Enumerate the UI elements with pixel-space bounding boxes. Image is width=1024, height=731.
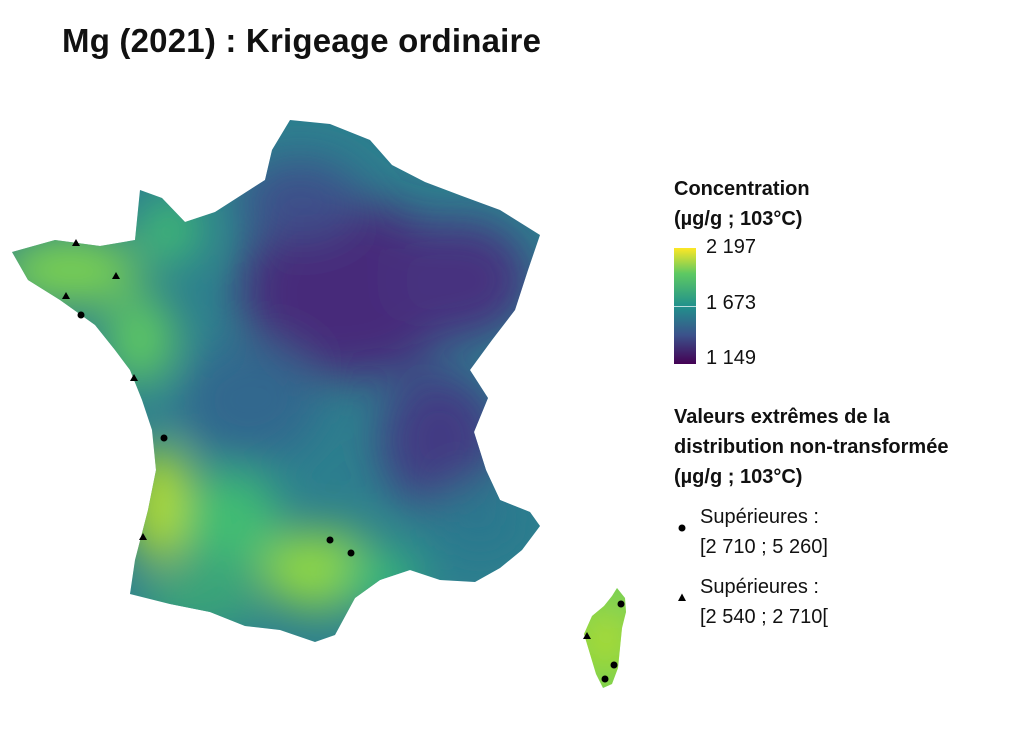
france-map <box>12 120 626 688</box>
triangle-marker <box>583 632 591 639</box>
circle-marker <box>617 600 625 608</box>
france-mainland <box>12 120 540 642</box>
legend-item-range: [2 710 ; 5 260] <box>700 536 828 558</box>
legend-title-line: Concentration <box>674 178 810 200</box>
colorbar-legend: 2 197 1 673 1 149 <box>674 236 1019 372</box>
map-area <box>12 120 626 688</box>
colorbar-tick-min: 1 149 <box>706 347 757 369</box>
circle-marker <box>610 661 618 669</box>
circle-marker <box>77 311 85 319</box>
circle-marker <box>347 549 355 557</box>
triangle-marker <box>112 272 120 279</box>
legend-title-line: (µg/g ; 103°C) <box>674 208 803 230</box>
legend-title-line: distribution non-transformée <box>674 436 949 458</box>
legend-item-triangle: Supérieures : [2 540 ; 2 710[ <box>674 572 1019 632</box>
legend-item-circle: Supérieures : [2 710 ; 5 260] <box>674 502 1019 562</box>
triangle-marker <box>130 374 138 381</box>
extreme-points <box>62 239 625 683</box>
map-title: Mg (2021) : Krigeage ordinaire <box>62 22 542 59</box>
circle-icon <box>678 524 686 532</box>
concentration-legend-title: Concentration (µg/g ; 103°C) <box>674 174 1019 234</box>
circle-marker <box>601 675 609 683</box>
legend-title-line: (µg/g ; 103°C) <box>674 466 803 488</box>
circle-marker <box>160 434 168 442</box>
legend-item-label: Supérieures : <box>700 576 819 598</box>
legend-item-label: Supérieures : <box>700 506 819 528</box>
extremes-legend: Valeurs extrêmes de la distribution non-… <box>674 402 1019 632</box>
colorbar-tick-mid: 1 673 <box>706 292 757 314</box>
triangle-marker <box>62 292 70 299</box>
legend-title-line: Valeurs extrêmes de la <box>674 406 890 428</box>
colorbar-tick-max: 2 197 <box>706 236 757 258</box>
circle-marker <box>326 536 334 544</box>
extremes-legend-title: Valeurs extrêmes de la distribution non-… <box>674 402 1019 492</box>
legend: Concentration (µg/g ; 103°C) 2 197 1 673… <box>674 174 1019 632</box>
legend-item-range: [2 540 ; 2 710[ <box>700 606 828 628</box>
triangle-marker <box>139 533 147 540</box>
triangle-icon <box>678 593 686 601</box>
colorbar-tick-mark <box>674 306 696 307</box>
colorbar <box>674 248 696 364</box>
triangle-marker <box>72 239 80 246</box>
